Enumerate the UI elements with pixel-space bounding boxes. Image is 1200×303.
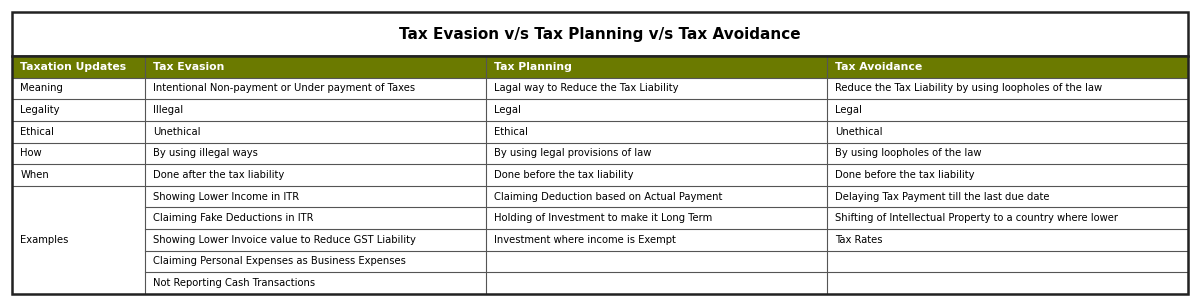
Text: Legal: Legal [835,105,863,115]
Text: When: When [20,170,49,180]
Text: By using legal provisions of law: By using legal provisions of law [494,148,652,158]
Text: Tax Evasion v/s Tax Planning v/s Tax Avoidance: Tax Evasion v/s Tax Planning v/s Tax Avo… [400,27,800,42]
Text: Claiming Personal Expenses as Business Expenses: Claiming Personal Expenses as Business E… [154,256,406,266]
Bar [12,56,1188,294]
Text: Holding of Investment to make it Long Term: Holding of Investment to make it Long Te… [494,213,713,223]
Text: Claiming Deduction based on Actual Payment: Claiming Deduction based on Actual Payme… [494,191,722,201]
Text: Delaying Tax Payment till the last due date: Delaying Tax Payment till the last due d… [835,191,1050,201]
Text: Not Reporting Cash Transactions: Not Reporting Cash Transactions [154,278,316,288]
Text: Meaning: Meaning [20,84,64,94]
Text: Unethical: Unethical [154,127,200,137]
Text: By using illegal ways: By using illegal ways [154,148,258,158]
Text: Tax Avoidance: Tax Avoidance [835,62,923,72]
Text: Legality: Legality [20,105,60,115]
Bar [12,56,1188,78]
Text: Done before the tax liability: Done before the tax liability [494,170,634,180]
Text: Tax Planning: Tax Planning [494,62,572,72]
Text: Tax Rates: Tax Rates [835,235,883,245]
Text: By using loopholes of the law: By using loopholes of the law [835,148,982,158]
Bar [12,12,1188,56]
Text: Reduce the Tax Liability by using loopholes of the law: Reduce the Tax Liability by using loopho… [835,84,1103,94]
Text: Taxation Updates: Taxation Updates [20,62,126,72]
Text: Tax Evasion: Tax Evasion [154,62,224,72]
Text: Done after the tax liability: Done after the tax liability [154,170,284,180]
Text: Examples: Examples [20,235,68,245]
Text: Lagal way to Reduce the Tax Liability: Lagal way to Reduce the Tax Liability [494,84,679,94]
Text: Ethical: Ethical [494,127,528,137]
Text: Shifting of Intellectual Property to a country where lower: Shifting of Intellectual Property to a c… [835,213,1118,223]
Text: How: How [20,148,42,158]
Text: Ethical: Ethical [20,127,54,137]
Text: Illegal: Illegal [154,105,184,115]
Text: Intentional Non-payment or Under payment of Taxes: Intentional Non-payment or Under payment… [154,84,415,94]
Text: Legal: Legal [494,105,521,115]
Text: Unethical: Unethical [835,127,883,137]
Text: Claiming Fake Deductions in ITR: Claiming Fake Deductions in ITR [154,213,313,223]
Text: Investment where income is Exempt: Investment where income is Exempt [494,235,677,245]
Text: Showing Lower Invoice value to Reduce GST Liability: Showing Lower Invoice value to Reduce GS… [154,235,416,245]
Text: Done before the tax liability: Done before the tax liability [835,170,974,180]
Text: Showing Lower Income in ITR: Showing Lower Income in ITR [154,191,300,201]
